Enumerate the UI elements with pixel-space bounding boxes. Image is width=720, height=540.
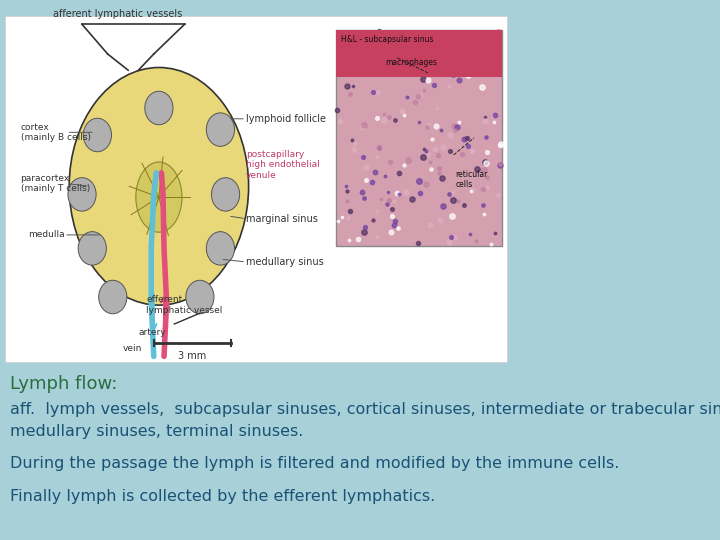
Ellipse shape — [99, 280, 127, 314]
Ellipse shape — [145, 91, 173, 125]
Text: artery: artery — [138, 328, 166, 336]
Text: lymphoid follicle: lymphoid follicle — [246, 114, 326, 124]
FancyBboxPatch shape — [336, 30, 503, 246]
Ellipse shape — [212, 178, 240, 211]
Ellipse shape — [78, 232, 107, 265]
Text: efferent
lymphatic vessel: efferent lymphatic vessel — [146, 295, 222, 315]
Text: cortex
(mainly B cells): cortex (mainly B cells) — [20, 123, 91, 142]
Text: marginal sinus: marginal sinus — [246, 214, 318, 224]
Text: medulla: medulla — [28, 231, 65, 239]
Text: macrophages: macrophages — [386, 58, 438, 67]
Text: reticular
cells: reticular cells — [456, 170, 488, 190]
Text: postcapillary
high endothelial
venule: postcapillary high endothelial venule — [246, 150, 320, 180]
Text: vein: vein — [123, 344, 143, 353]
Text: 3 mm: 3 mm — [178, 351, 207, 361]
FancyBboxPatch shape — [5, 16, 508, 362]
Text: Finally lymph is collected by the efferent lymphatics.: Finally lymph is collected by the effere… — [10, 489, 436, 504]
Ellipse shape — [207, 113, 235, 146]
Ellipse shape — [207, 232, 235, 265]
Text: medullary sinus: medullary sinus — [246, 257, 324, 267]
Text: afferent lymphatic vessels: afferent lymphatic vessels — [53, 9, 183, 19]
Text: medullary sinuses, terminal sinuses.: medullary sinuses, terminal sinuses. — [10, 424, 304, 439]
Ellipse shape — [136, 162, 182, 232]
Text: aff.  lymph vessels,  subcapsular sinuses, cortical sinuses, intermediate or tra: aff. lymph vessels, subcapsular sinuses,… — [10, 402, 720, 417]
Text: During the passage the lymph is filtered and modified by the immune cells.: During the passage the lymph is filtered… — [10, 456, 620, 471]
Text: H&L - subcapsular sinus: H&L - subcapsular sinus — [341, 35, 433, 44]
Ellipse shape — [68, 178, 96, 211]
Ellipse shape — [186, 280, 214, 314]
Ellipse shape — [69, 68, 248, 305]
Text: paracortex
(mainly T cells): paracortex (mainly T cells) — [20, 174, 90, 193]
Ellipse shape — [84, 118, 112, 152]
FancyBboxPatch shape — [336, 30, 503, 77]
Text: Lymph flow:: Lymph flow: — [10, 375, 117, 393]
